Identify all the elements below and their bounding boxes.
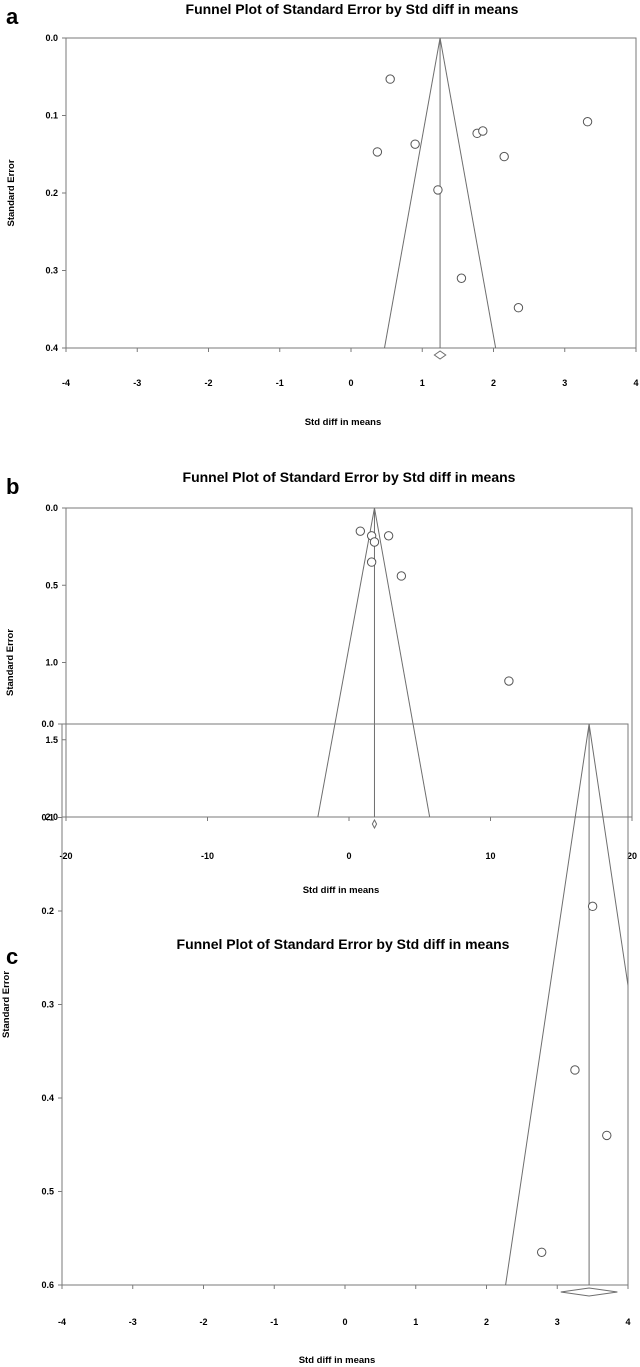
y-tick-label: 0.5 xyxy=(41,1187,54,1197)
y-tick-label: 1.0 xyxy=(45,658,58,668)
funnel-right-limit xyxy=(373,508,431,817)
chart-panel-c: c Funnel Plot of Standard Error by Std di… xyxy=(1,719,631,1366)
y-tick-label: 0.4 xyxy=(45,343,58,353)
x-tick-label: -4 xyxy=(62,378,70,388)
x-tick-label: 1 xyxy=(420,378,425,388)
study-point xyxy=(587,901,598,912)
funnel-left-limit xyxy=(505,724,590,1285)
study-point xyxy=(570,1065,580,1075)
x-axis-label: Std diff in means xyxy=(299,1355,376,1366)
y-tick-label: 0.0 xyxy=(45,503,58,513)
chart-panel-b: b Funnel Plot of Standard Error by Std di… xyxy=(5,469,637,896)
x-tick-label: -20 xyxy=(59,851,72,861)
chart-title: Funnel Plot of Standard Error by Std dif… xyxy=(186,1,519,17)
x-tick-label: -4 xyxy=(58,1317,66,1327)
y-tick-label: 0.0 xyxy=(41,719,54,729)
x-tick-label: 2 xyxy=(484,1317,489,1327)
study-point xyxy=(372,147,383,157)
y-axis-label: Standard Error xyxy=(1,971,12,1038)
panel-letter: b xyxy=(6,474,19,499)
x-tick-label: -2 xyxy=(204,378,212,388)
summary-diamond xyxy=(433,350,447,360)
plot-area xyxy=(317,508,514,817)
x-tick-label: 3 xyxy=(562,378,567,388)
study-point xyxy=(504,676,514,686)
study-point xyxy=(602,1130,612,1141)
x-tick-label: -1 xyxy=(276,378,284,388)
study-point xyxy=(383,531,394,541)
y-tick-label: 1.5 xyxy=(45,735,58,745)
study-point xyxy=(513,303,524,313)
y-tick-label: 0.1 xyxy=(41,813,54,823)
y-tick-label: 0.1 xyxy=(45,111,58,121)
x-tick-label: -3 xyxy=(133,378,141,388)
x-tick-label: 1 xyxy=(413,1317,418,1327)
study-point xyxy=(396,571,407,581)
study-point xyxy=(582,117,593,127)
y-tick-label: 0.2 xyxy=(41,906,54,916)
x-axis-label: Std diff in means xyxy=(305,417,382,428)
study-point xyxy=(456,273,467,283)
y-axis-label: Standard Error xyxy=(5,629,16,696)
chart-title: Funnel Plot of Standard Error by Std dif… xyxy=(177,936,510,952)
x-tick-label: 0 xyxy=(342,1317,347,1327)
y-tick-label: 0.4 xyxy=(41,1093,54,1103)
panel-letter: a xyxy=(6,4,19,29)
x-tick-label: -3 xyxy=(129,1317,137,1327)
x-tick-label: -2 xyxy=(199,1317,207,1327)
y-tick-label: 0.5 xyxy=(45,580,58,590)
y-tick-label: 2.0 xyxy=(45,812,58,822)
plot-frame xyxy=(65,507,633,818)
study-point xyxy=(410,139,420,149)
plot-frame xyxy=(65,37,637,349)
x-axis-label: Std diff in means xyxy=(303,885,380,896)
y-tick-label: 0.0 xyxy=(45,33,58,43)
plot-area xyxy=(505,724,628,1285)
summary-diamond xyxy=(560,1287,618,1297)
study-point xyxy=(499,151,509,162)
y-tick-label: 0.6 xyxy=(41,1280,54,1290)
study-point xyxy=(536,1247,547,1257)
x-tick-label: 0 xyxy=(346,851,351,861)
study-point xyxy=(478,126,488,136)
x-tick-label: -1 xyxy=(270,1317,278,1327)
x-tick-label: 20 xyxy=(627,851,637,861)
y-tick-label: 0.2 xyxy=(45,188,58,198)
study-point xyxy=(366,557,377,567)
x-tick-label: 10 xyxy=(485,851,495,861)
y-axis-label: Standard Error xyxy=(6,159,17,226)
study-point xyxy=(433,185,443,195)
x-tick-label: -10 xyxy=(201,851,214,861)
x-tick-label: 0 xyxy=(348,378,353,388)
plot-frame xyxy=(61,723,629,1286)
funnel-right-limit xyxy=(588,724,628,989)
panel-letter: c xyxy=(6,944,18,969)
funnel-left-limit xyxy=(317,508,375,817)
x-tick-label: 4 xyxy=(633,378,638,388)
summary-diamond xyxy=(371,818,378,830)
chart-title: Funnel Plot of Standard Error by Std dif… xyxy=(183,469,516,485)
funnel-right-limit xyxy=(439,38,497,348)
y-tick-label: 0.3 xyxy=(45,266,58,276)
y-tick-label: 0.3 xyxy=(41,1000,54,1010)
x-tick-label: 3 xyxy=(555,1317,560,1327)
x-tick-label: 2 xyxy=(491,378,496,388)
study-point xyxy=(355,526,366,536)
x-tick-label: 4 xyxy=(625,1317,630,1327)
funnel-left-limit xyxy=(383,38,441,348)
study-point xyxy=(369,537,380,547)
plot-area xyxy=(372,38,593,348)
chart-panel-a: a Funnel Plot of Standard Error by Std di… xyxy=(6,1,639,428)
study-point xyxy=(385,74,395,84)
